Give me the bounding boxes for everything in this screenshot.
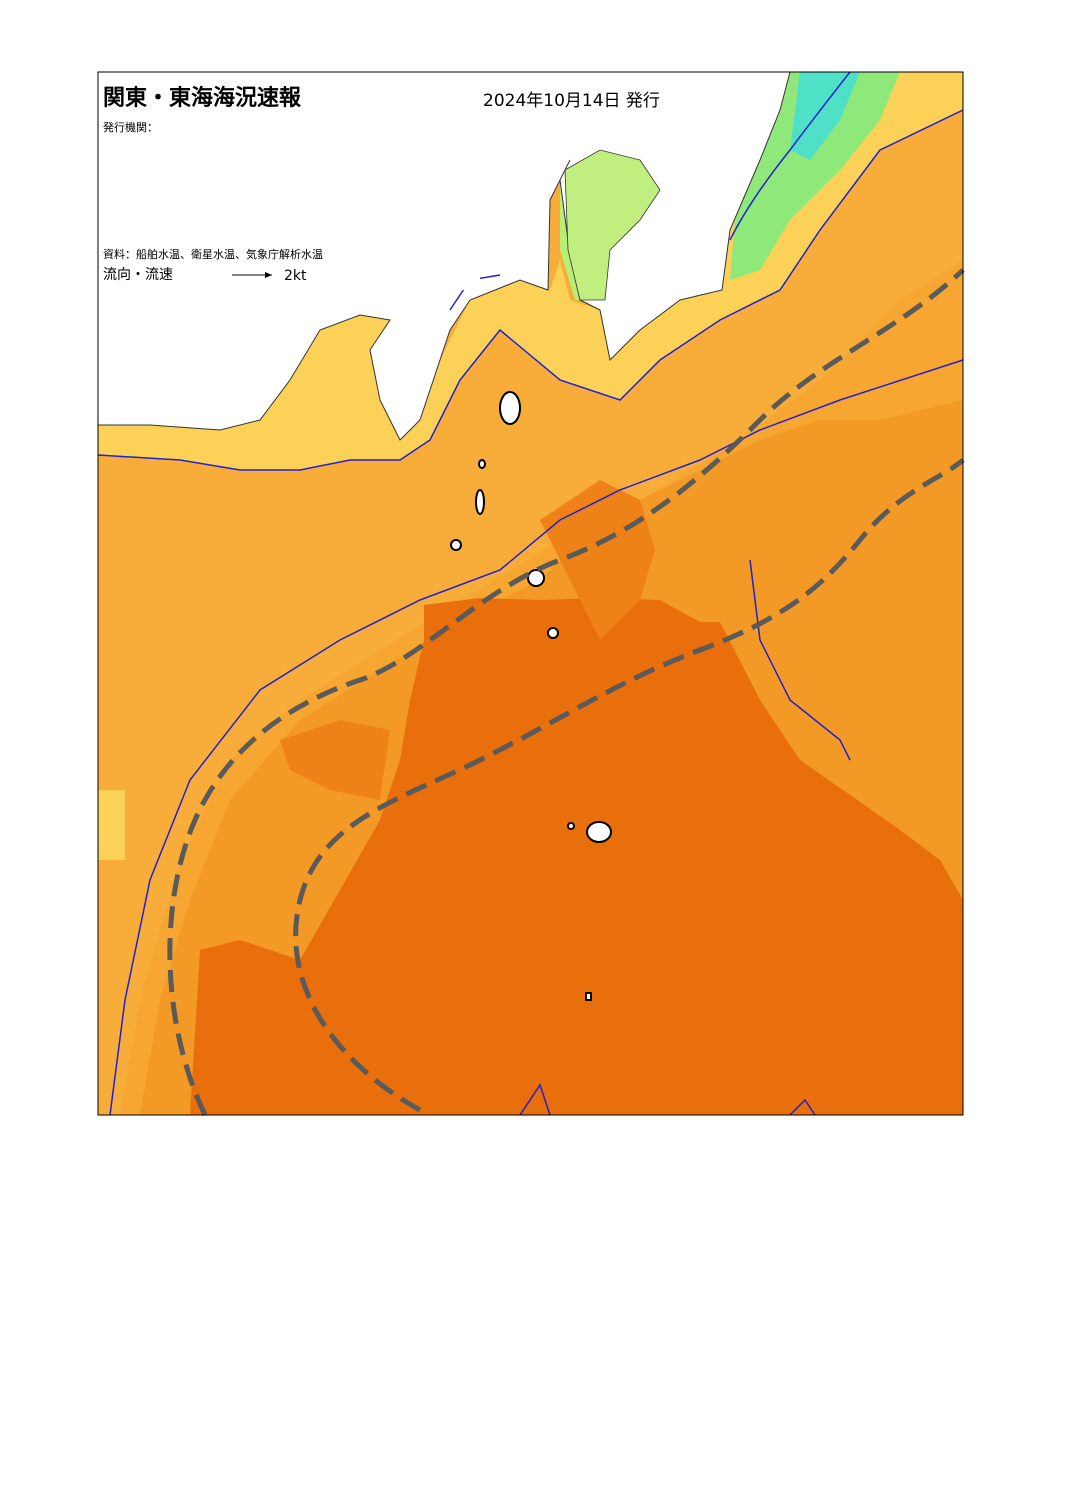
map: 関東・東海海況速報 2024年10月14日 発行 発行機関： 資料：船舶水温、衛… (97, 71, 965, 1117)
source: 資料：船舶水温、衛星水温、気象庁解析水温 (103, 247, 323, 261)
island (475, 489, 485, 515)
kuroshio-line (293, 458, 965, 1113)
legend-scale: 2kt (284, 268, 307, 284)
map-frame (97, 71, 964, 1116)
isotherm (97, 109, 964, 471)
island (478, 459, 486, 469)
info-box (100, 80, 480, 290)
kuroshio-line (167, 268, 965, 1117)
island (567, 822, 575, 830)
cold-core (790, 72, 860, 160)
isotherm (749, 559, 851, 761)
legend-arrowhead (265, 272, 272, 278)
zone-27-5-patch (540, 480, 655, 640)
kuroshio-axis (167, 268, 965, 1117)
island (527, 569, 545, 587)
island (499, 391, 521, 425)
isotherm (109, 359, 964, 1116)
warm-coastal-water (98, 72, 963, 470)
legend-label: 流向・流速 (103, 267, 173, 283)
zone-27-5-patch (280, 720, 390, 800)
title: 関東・東海海況速報 (103, 85, 302, 111)
island (450, 539, 462, 551)
island (585, 992, 592, 1001)
issue-date: 2024年10月14日 発行 (483, 91, 660, 111)
island (547, 627, 559, 639)
island (586, 821, 612, 843)
boso-land (564, 149, 661, 301)
warm-coastal-water (98, 790, 125, 860)
isotherm (729, 71, 851, 241)
issuers-label: 発行機関： (103, 120, 158, 134)
zone-27-5 (190, 598, 963, 1115)
isotherm (519, 1083, 816, 1116)
